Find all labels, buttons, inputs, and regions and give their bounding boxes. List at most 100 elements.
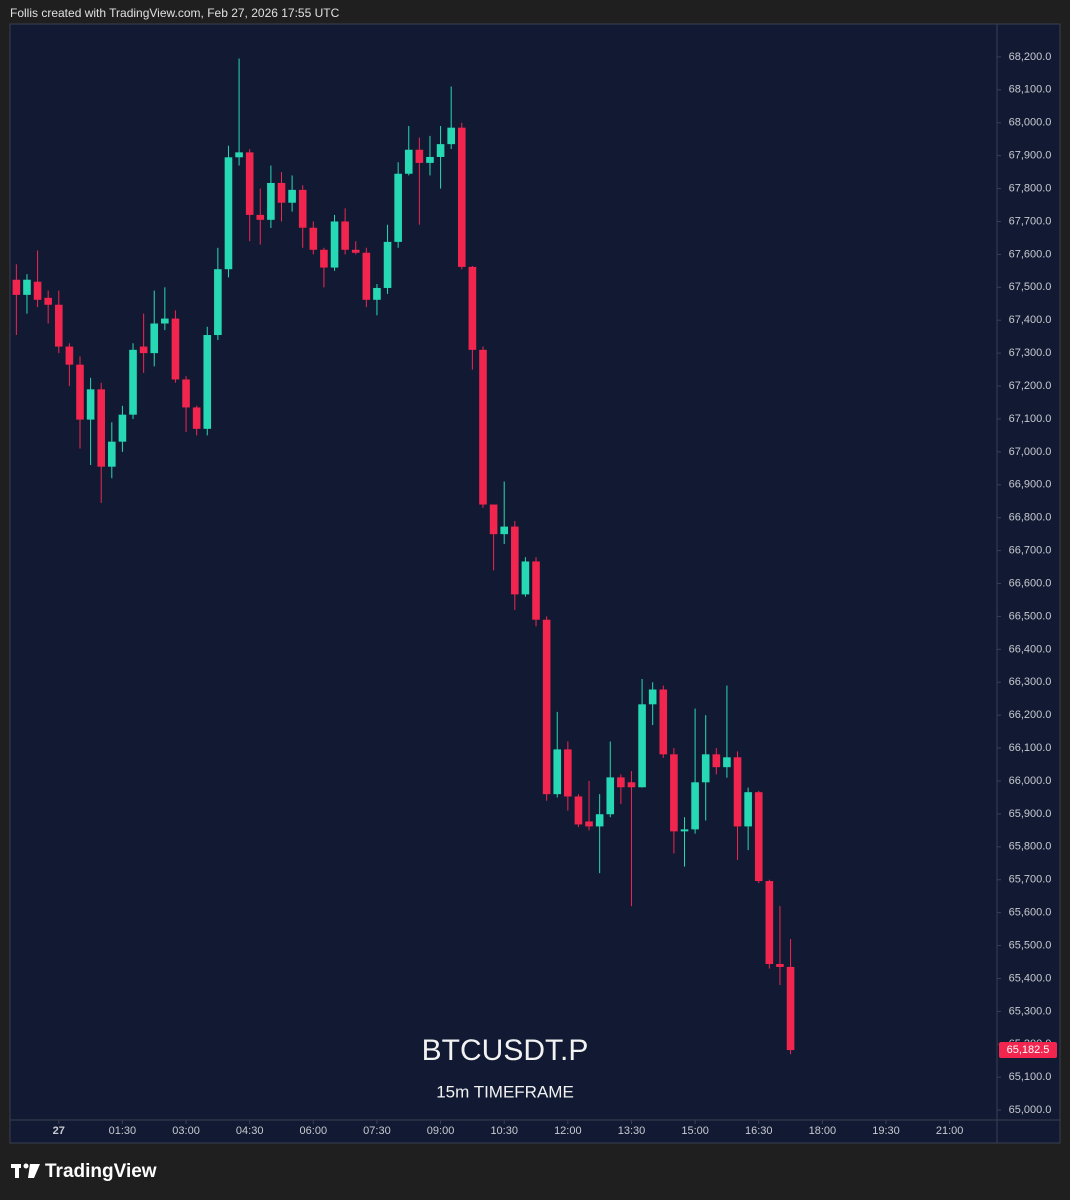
candle-body — [786, 966, 795, 1051]
candle-body — [542, 619, 551, 795]
candle-body — [277, 182, 286, 203]
x-tick-label: 04:30 — [236, 1125, 264, 1137]
candle-body — [330, 221, 339, 268]
y-tick-label: 66,000.0 — [1009, 775, 1052, 787]
candle-body — [553, 749, 562, 795]
y-tick-label: 68,200.0 — [1009, 51, 1052, 63]
candle-body — [447, 127, 455, 145]
candle-body — [712, 754, 721, 768]
y-tick-label: 66,500.0 — [1009, 610, 1052, 622]
candle-body — [351, 249, 360, 253]
y-tick-label: 65,700.0 — [1009, 874, 1052, 886]
y-tick-label: 68,100.0 — [1009, 84, 1052, 96]
candle-body — [245, 152, 254, 215]
candle-body — [648, 689, 657, 705]
x-tick-label: 10:30 — [490, 1125, 518, 1137]
y-tick-label: 65,300.0 — [1009, 1005, 1052, 1017]
last-price-label: 65,182.5 — [1007, 1044, 1050, 1056]
candle-body — [479, 349, 487, 505]
candle-body — [415, 149, 424, 163]
y-tick-label: 67,700.0 — [1009, 215, 1052, 227]
y-tick-label: 67,600.0 — [1009, 248, 1052, 260]
candle-body — [394, 173, 402, 242]
candle-body — [606, 777, 615, 815]
logo — [11, 1163, 40, 1178]
y-tick-label: 68,000.0 — [1009, 117, 1052, 129]
header: Follis created with TradingView.com, Feb… — [10, 6, 340, 20]
candle-body — [214, 269, 222, 336]
y-tick-label: 65,400.0 — [1009, 972, 1052, 984]
x-tick-label: 16:30 — [745, 1125, 773, 1137]
candle-body — [468, 266, 477, 350]
candle-body — [267, 182, 275, 220]
x-tick-label: 07:30 — [363, 1125, 391, 1137]
candle-body — [670, 754, 678, 832]
candle-body — [309, 227, 318, 250]
y-tick-label: 67,400.0 — [1009, 314, 1052, 326]
candle-body — [44, 297, 52, 305]
candle-body — [511, 526, 519, 595]
y-tick-label: 67,100.0 — [1009, 413, 1052, 425]
candle-body — [373, 287, 381, 300]
x-tick-label: 01:30 — [109, 1125, 137, 1137]
candle-body — [256, 214, 265, 220]
candle-body — [521, 561, 530, 595]
candle-body — [341, 221, 349, 250]
candle-body — [86, 389, 95, 420]
y-tick-label: 65,800.0 — [1009, 841, 1052, 853]
candle-body — [97, 389, 106, 467]
candle-body — [426, 156, 434, 163]
candle-body — [23, 279, 31, 295]
y-tick-label: 65,100.0 — [1009, 1071, 1052, 1083]
candle-body — [150, 323, 159, 354]
y-tick-label: 67,500.0 — [1009, 281, 1052, 293]
candle-body — [680, 829, 689, 832]
candle-body — [691, 782, 699, 830]
x-tick-label: 27 — [53, 1125, 65, 1137]
candle-body — [182, 379, 190, 408]
x-tick-label: 19:30 — [872, 1125, 900, 1137]
x-tick-label: 13:30 — [618, 1125, 646, 1137]
candle-body — [12, 279, 21, 295]
candle-body — [744, 792, 752, 827]
candle-body — [404, 149, 413, 174]
candle-body — [436, 144, 445, 157]
candle-body — [203, 335, 212, 429]
candle-body — [457, 127, 466, 267]
footer-brand: TradingView — [45, 1161, 157, 1182]
last-price-box — [999, 1042, 1057, 1059]
y-tick-label: 66,900.0 — [1009, 479, 1052, 491]
candle-body — [108, 441, 116, 467]
y-tick-label: 67,200.0 — [1009, 380, 1052, 392]
x-tick-label: 21:00 — [936, 1125, 964, 1137]
candle-body — [288, 189, 296, 203]
candle-body — [701, 754, 710, 783]
candle-body — [489, 504, 498, 535]
y-tick-label: 66,700.0 — [1009, 545, 1052, 557]
y-tick-label: 65,000.0 — [1009, 1104, 1052, 1116]
candle-body — [383, 241, 392, 288]
candle-body — [564, 749, 572, 797]
y-tick-label: 66,600.0 — [1009, 577, 1052, 589]
y-tick-label: 65,500.0 — [1009, 939, 1052, 951]
x-tick-label: 09:00 — [427, 1125, 455, 1137]
x-tick-label: 03:00 — [172, 1125, 200, 1137]
candle-body — [776, 963, 784, 967]
candle-body — [235, 152, 243, 158]
x-tick-label: 15:00 — [681, 1125, 709, 1137]
y-tick-label: 66,300.0 — [1009, 676, 1052, 688]
y-tick-label: 67,900.0 — [1009, 150, 1052, 162]
candle-body — [754, 792, 763, 882]
candle-body — [723, 757, 731, 768]
candle-body — [192, 407, 201, 429]
y-tick-label: 66,800.0 — [1009, 512, 1052, 524]
y-tick-label: 66,100.0 — [1009, 742, 1052, 754]
candle-body — [224, 157, 233, 270]
candle-body — [129, 349, 137, 415]
candle-body — [65, 346, 74, 365]
candle-body — [54, 304, 63, 347]
candle-body — [139, 346, 148, 354]
candle-body — [171, 318, 180, 380]
x-tick-label: 12:00 — [554, 1125, 582, 1137]
